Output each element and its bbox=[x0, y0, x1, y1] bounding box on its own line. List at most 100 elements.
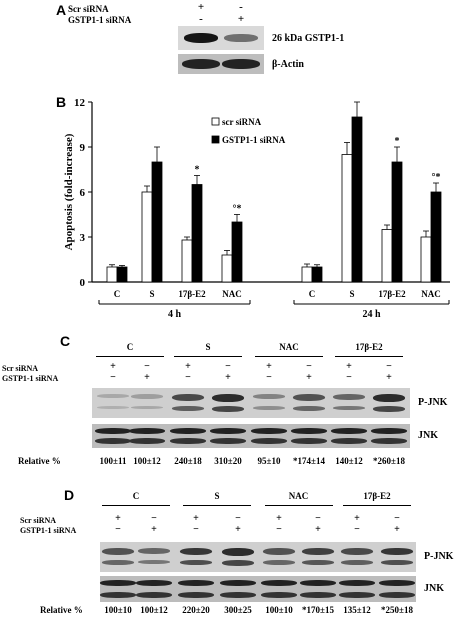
pjnk-band-lower-panelD-4 bbox=[263, 560, 295, 565]
significance-mark-0: * bbox=[195, 165, 200, 176]
pjnk-blot-panelC bbox=[92, 388, 410, 418]
relative-value-panelC-0: 100±11 bbox=[99, 456, 127, 466]
category-label-1: S bbox=[149, 289, 154, 299]
group-label-panelD-0: C bbox=[132, 491, 140, 501]
legend-swatch-0 bbox=[211, 117, 220, 126]
sign-gstp-panelD-2: − bbox=[193, 524, 199, 535]
bar-gstp-6 bbox=[391, 161, 403, 283]
pjnk-band-upper-panelD-7 bbox=[381, 548, 413, 555]
pjnk-band-lower-panelC-3 bbox=[212, 406, 244, 412]
jnk-band-upper-panelC-3 bbox=[210, 428, 246, 434]
y-tick-label-4: 12 bbox=[74, 97, 86, 109]
sign-gstp-panelD-5: + bbox=[315, 524, 321, 535]
jnk-band-upper-panelD-4 bbox=[261, 580, 297, 586]
pjnk-band-lower-panelD-0 bbox=[102, 560, 134, 565]
category-label-4: C bbox=[309, 289, 316, 299]
sign-gstp-panelC-5: + bbox=[306, 372, 312, 383]
group-underline-panelD-0 bbox=[102, 505, 170, 506]
sign-scr-panelD-3: − bbox=[235, 513, 241, 524]
apoptosis-chart: 0 3 6 9 12 Apoptosis (fold-increase) C S 17β-E2 N… bbox=[63, 97, 450, 320]
scr-sirna-label-panelD: Scr siRNA bbox=[20, 516, 57, 525]
sign-scr-panelC-6: + bbox=[346, 361, 352, 372]
panel-a-letter: A bbox=[56, 2, 67, 18]
sign-scr-panelC-4: + bbox=[266, 361, 272, 372]
relative-value-panelD-2: 220±20 bbox=[182, 605, 210, 615]
relative-value-panelD-0: 100±10 bbox=[104, 605, 132, 615]
panel-c-letter: C bbox=[60, 333, 71, 349]
sign-scr-panelD-6: + bbox=[354, 513, 360, 524]
jnk-band-upper-panelD-6 bbox=[339, 580, 375, 586]
relative-value-panelC-4: 95±10 bbox=[257, 456, 281, 466]
group-label-panelC-2: NAC bbox=[279, 342, 299, 352]
category-label-6: 17β-E2 bbox=[378, 289, 406, 299]
sign-gstp-panelC-3: + bbox=[225, 372, 231, 383]
pjnk-band-lower-panelC-5 bbox=[293, 406, 325, 411]
sign-a-1-1: + bbox=[237, 13, 245, 25]
group-underline-panelD-3 bbox=[343, 505, 411, 506]
jnk-label-panelD: JNK bbox=[424, 583, 444, 594]
bar-gstp-7 bbox=[430, 191, 442, 283]
pjnk-band-lower-panelC-2 bbox=[172, 406, 204, 411]
pjnk-label-panelC: P-JNK bbox=[418, 397, 448, 408]
gstp-sirna-label-panelD: GSTP1-1 siRNA bbox=[20, 526, 77, 535]
relative-value-panelD-6: 135±12 bbox=[343, 605, 371, 615]
sign-gstp-panelC-1: + bbox=[144, 372, 150, 383]
pjnk-band-upper-panelC-0 bbox=[97, 394, 129, 398]
significance-mark-1: °* bbox=[233, 204, 242, 215]
pjnk-band-upper-panelC-1 bbox=[131, 394, 163, 399]
jnk-band-lower-panelC-7 bbox=[371, 438, 407, 444]
category-label-5: S bbox=[349, 289, 354, 299]
relative-value-panelC-5: *174±14 bbox=[293, 456, 325, 466]
sign-a-0-1: - bbox=[239, 1, 243, 13]
sign-gstp-panelD-4: − bbox=[276, 524, 282, 535]
legend-swatch-1 bbox=[211, 135, 220, 144]
legend-label-1: GSTP1-1 siRNA bbox=[222, 135, 286, 145]
jnk-band-lower-panelC-0 bbox=[95, 438, 131, 444]
pjnk-band-lower-panelC-6 bbox=[333, 406, 365, 410]
sign-gstp-panelC-2: − bbox=[185, 372, 191, 383]
pjnk-band-upper-panelC-3 bbox=[212, 394, 244, 402]
pjnk-band-lower-panelD-7 bbox=[381, 560, 413, 565]
jnk-band-upper-panelC-1 bbox=[129, 428, 165, 434]
actin-band-scr bbox=[182, 59, 220, 69]
jnk-band-upper-panelC-0 bbox=[95, 428, 131, 434]
bar-scr-4 bbox=[301, 266, 313, 283]
group-label-panelD-1: S bbox=[214, 491, 220, 501]
bar-gstp-4 bbox=[311, 266, 323, 283]
panel-b-letter: B bbox=[56, 94, 67, 110]
pjnk-band-lower-panelC-7 bbox=[373, 406, 405, 412]
sign-scr-panelD-2: + bbox=[193, 513, 199, 524]
group-label-panelD-3: 17β-E2 bbox=[363, 491, 391, 501]
pjnk-band-lower-panelC-1 bbox=[131, 406, 163, 409]
jnk-band-upper-panelC-2 bbox=[170, 428, 206, 434]
pjnk-band-upper-panelD-1 bbox=[138, 548, 170, 554]
actin-band-label: β-Actin bbox=[272, 59, 304, 70]
bar-gstp-2 bbox=[191, 184, 203, 283]
group-underline-panelD-2 bbox=[264, 505, 333, 506]
jnk-band-upper-panelD-0 bbox=[100, 580, 136, 586]
jnk-band-upper-panelC-5 bbox=[291, 428, 327, 434]
y-tick-label-1: 3 bbox=[80, 232, 86, 244]
bar-gstp-5 bbox=[351, 116, 363, 283]
pjnk-blot-panelD bbox=[100, 542, 416, 572]
sign-a-0-0: + bbox=[197, 1, 205, 13]
relative-label-panelD: Relative % bbox=[40, 605, 83, 615]
pjnk-band-upper-panelC-4 bbox=[253, 394, 285, 399]
sign-gstp-panelC-6: − bbox=[346, 372, 352, 383]
jnk-band-lower-panelD-7 bbox=[379, 592, 415, 598]
relative-label-panelC: Relative % bbox=[18, 456, 61, 466]
jnk-label-panelC: JNK bbox=[418, 430, 438, 441]
legend-label-0: scr siRNA bbox=[222, 117, 262, 127]
y-tick-label-2: 6 bbox=[80, 187, 86, 199]
group-label-panelD-2: NAC bbox=[288, 491, 309, 501]
category-label-7: NAC bbox=[421, 289, 441, 299]
jnk-band-upper-panelD-2 bbox=[178, 580, 214, 586]
gstp-band-gstp-sirna bbox=[224, 34, 258, 42]
panel-d-letter: D bbox=[64, 487, 75, 503]
pjnk-band-upper-panelD-5 bbox=[302, 548, 334, 555]
jnk-band-lower-panelD-3 bbox=[220, 592, 256, 598]
pjnk-band-upper-panelD-2 bbox=[180, 548, 212, 555]
jnk-band-lower-panelD-6 bbox=[339, 592, 375, 598]
jnk-band-lower-panelD-4 bbox=[261, 592, 297, 598]
jnk-band-lower-panelD-2 bbox=[178, 592, 214, 598]
